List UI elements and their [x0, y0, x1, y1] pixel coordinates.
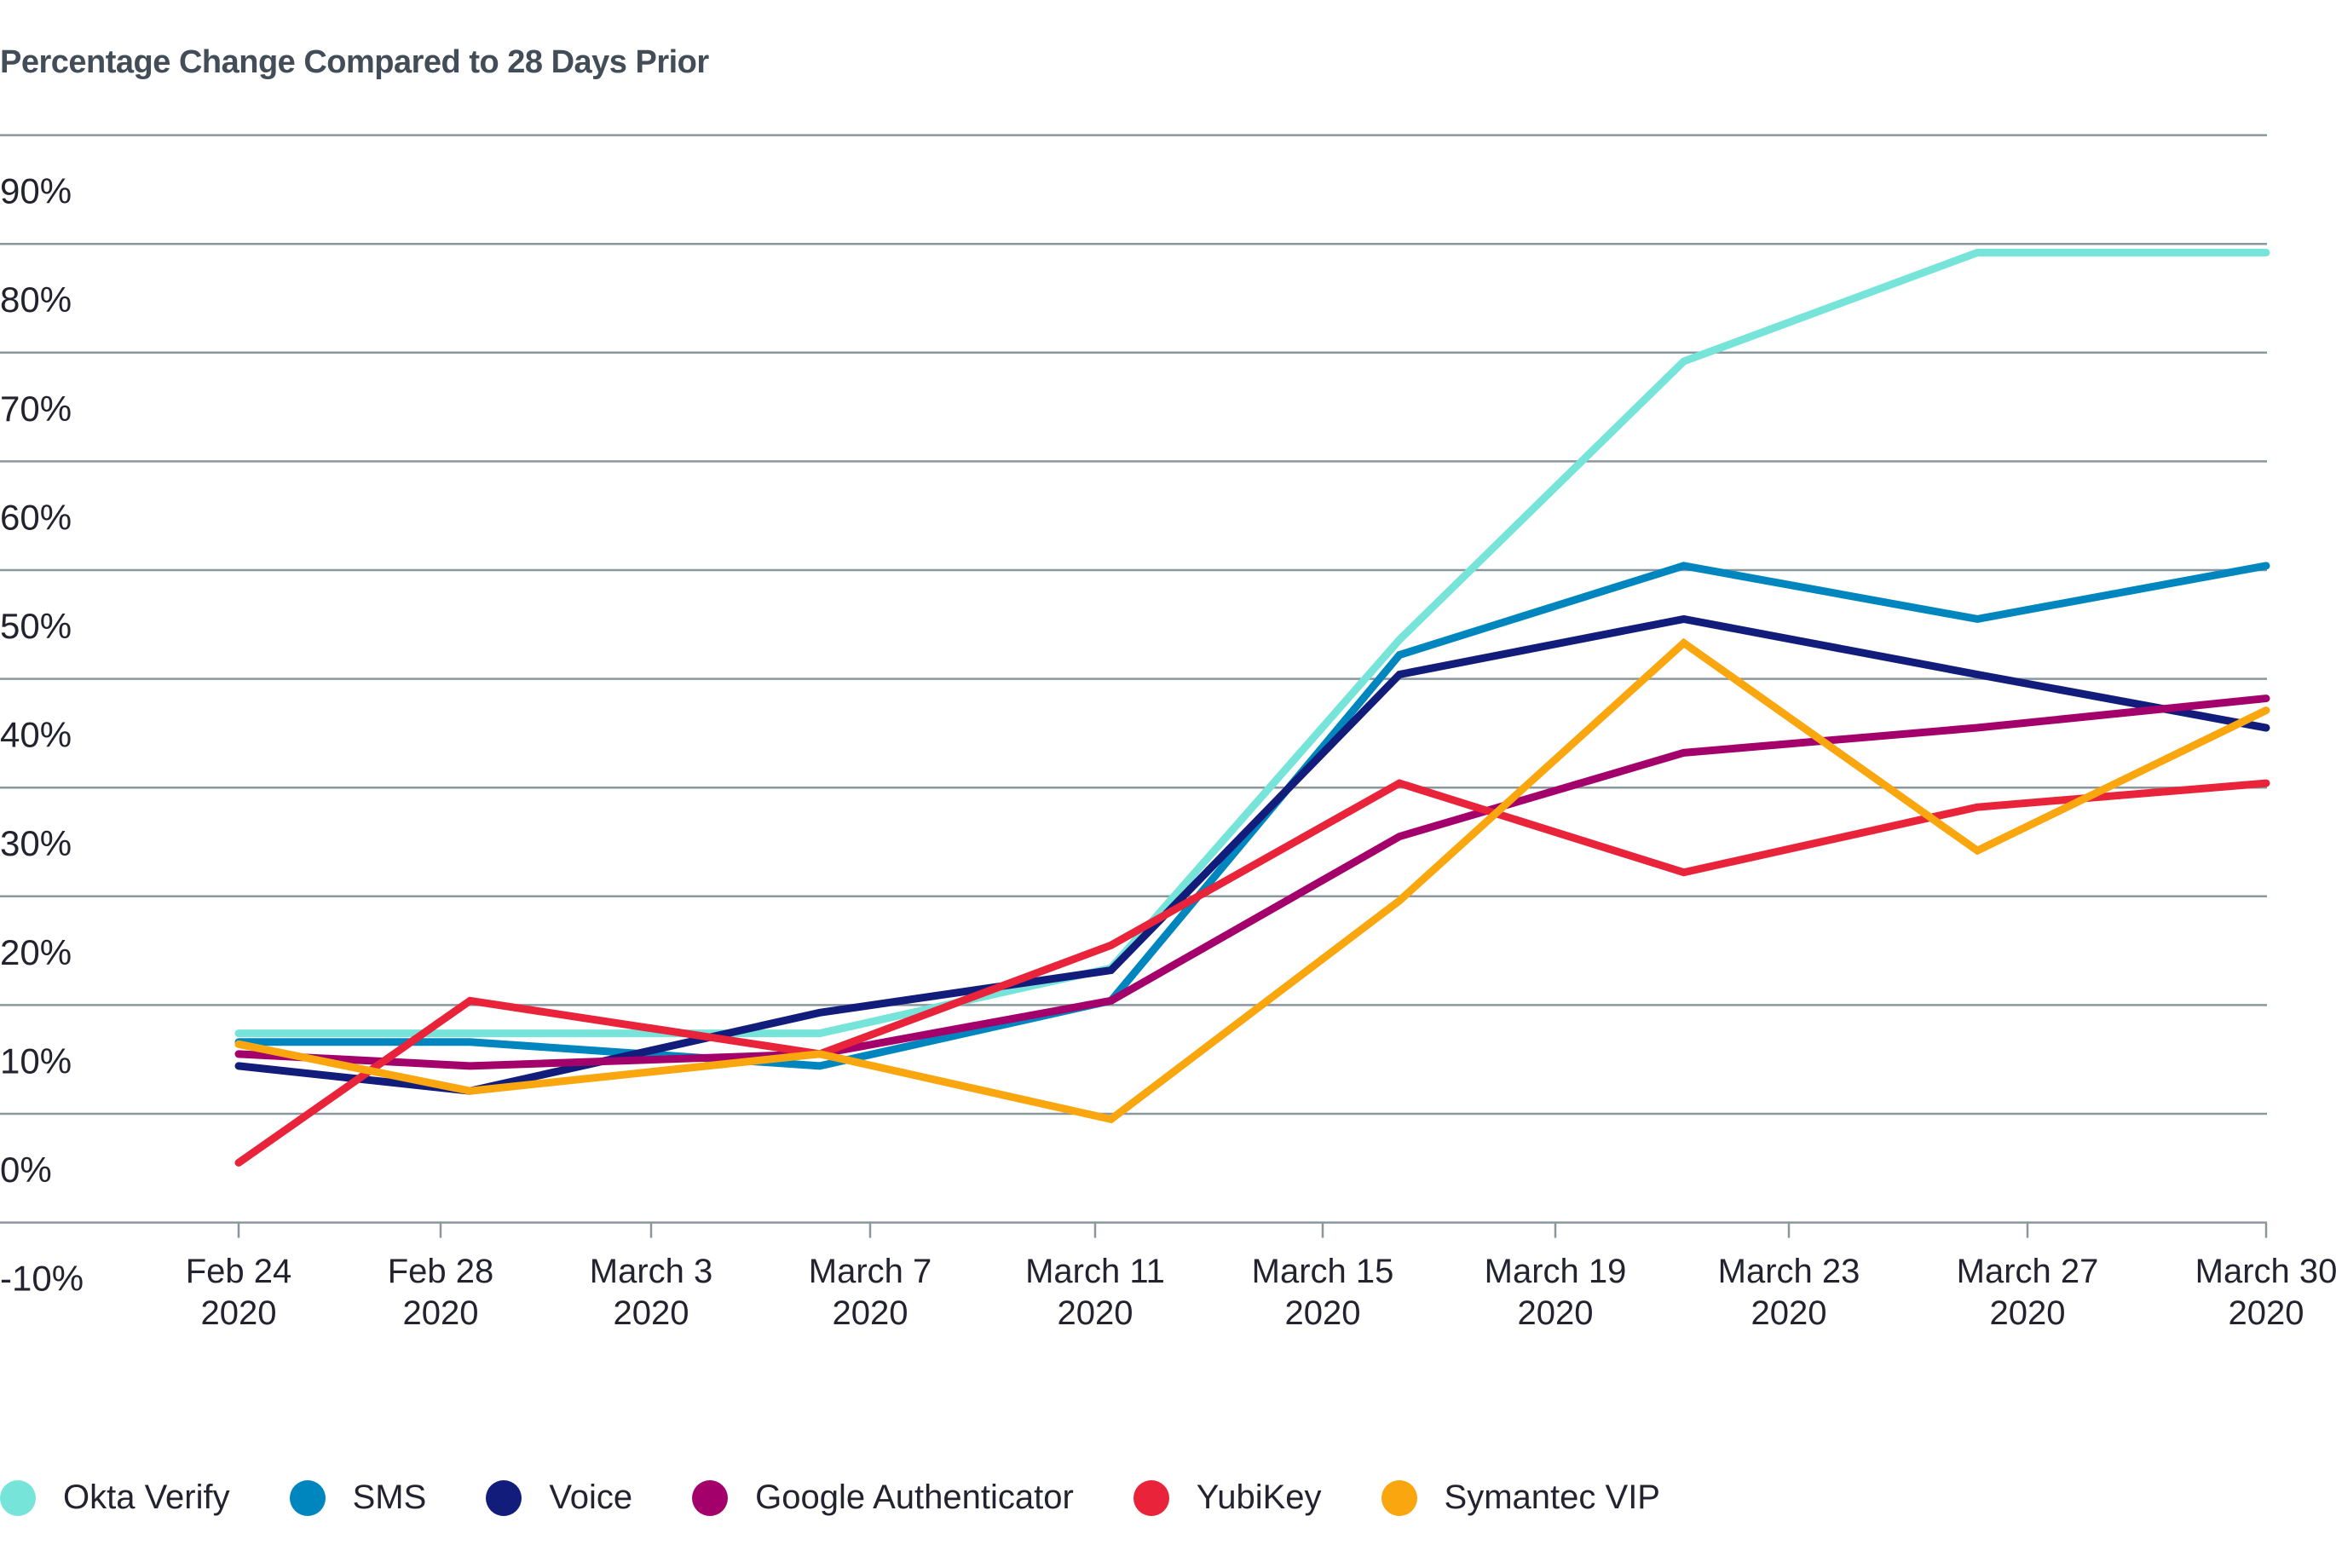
series-line-google-authenticator	[234, 695, 2270, 1070]
y-tick-label: 40%	[0, 715, 72, 755]
legend-dot-icon	[0, 1479, 36, 1516]
x-tick-label-year: 2020	[833, 1294, 908, 1332]
x-tick-label-year: 2020	[1990, 1294, 2066, 1332]
y-tick-label: 20%	[0, 932, 72, 972]
x-tick-label: March 30	[2195, 1253, 2336, 1290]
legend-label: Okta Verify	[63, 1479, 230, 1516]
x-tick-label-year: 2020	[614, 1294, 689, 1332]
x-tick-label-year: 2020	[1285, 1294, 1361, 1332]
legend-label: Symantec VIP	[1444, 1479, 1660, 1516]
y-tick-label: 90%	[0, 171, 72, 211]
x-tick-label-year: 2020	[1058, 1294, 1133, 1332]
x-tick-label: March 7	[809, 1253, 932, 1290]
y-tick-label: 70%	[0, 389, 72, 429]
line-chart: 90% 80% 70% 60% 50% 40% 30% 20% 10% 0% -10% Feb 24…	[0, 134, 2336, 1332]
x-tick-label: Feb 28	[388, 1253, 494, 1290]
y-tick-label: 60%	[0, 497, 72, 537]
x-tick-label: Feb 24	[186, 1253, 292, 1290]
legend-dot-icon	[1133, 1479, 1169, 1516]
legend-item: YubiKey	[1133, 1479, 1322, 1517]
legend: Okta Verify SMS Voice Google Authenticator Y…	[0, 1479, 1720, 1517]
legend-label: SMS	[352, 1479, 427, 1516]
x-tick-label: March 19	[1485, 1253, 1627, 1290]
series-line-voice	[234, 614, 2270, 1095]
x-tick-label-year: 2020	[1518, 1294, 1594, 1332]
y-tick-label: 80%	[0, 280, 72, 320]
legend-item: Okta Verify	[0, 1479, 230, 1517]
legend-dot-icon	[1381, 1479, 1417, 1516]
x-tick-label: March 3	[590, 1253, 713, 1290]
x-axis: Feb 24 2020 Feb 28 2020 March 3 2020 March 7 20…	[186, 1222, 2336, 1332]
y-tick-label: 0%	[0, 1150, 52, 1190]
series-line-sms	[234, 562, 2270, 1070]
chart-title: Percentage Change Compared to 28 Days Pr…	[0, 44, 709, 80]
series-lines	[234, 248, 2270, 1167]
legend-dot-icon	[692, 1479, 729, 1516]
x-tick-label: March 15	[1252, 1253, 1394, 1290]
y-axis-labels: 90% 80% 70% 60% 50% 40% 30% 20% 10% 0% -10%	[0, 171, 84, 1299]
x-tick-label: March 23	[1718, 1253, 1860, 1290]
legend-dot-icon	[289, 1479, 326, 1516]
legend-dot-icon	[486, 1479, 522, 1516]
y-tick-label: 30%	[0, 823, 72, 863]
legend-item: Google Authenticator	[692, 1479, 1074, 1517]
series-line-symantec-vip	[234, 637, 2270, 1124]
legend-label: Google Authenticator	[755, 1479, 1074, 1516]
y-tick-label: 50%	[0, 606, 72, 646]
legend-label: YubiKey	[1196, 1479, 1322, 1516]
y-tick-label: -10%	[0, 1259, 84, 1299]
gridlines	[0, 134, 2267, 1224]
legend-item: SMS	[289, 1479, 427, 1517]
x-tick-label-year: 2020	[2229, 1294, 2304, 1332]
legend-item: Symantec VIP	[1381, 1479, 1660, 1517]
x-tick-label-year: 2020	[201, 1294, 277, 1332]
legend-item: Voice	[486, 1479, 632, 1517]
y-tick-label: 10%	[0, 1041, 72, 1081]
legend-label: Voice	[549, 1479, 633, 1516]
series-line-okta-verify	[234, 248, 2270, 1038]
x-tick-label-year: 2020	[403, 1294, 479, 1332]
x-tick-label: March 11	[1025, 1253, 1165, 1290]
x-tick-label: March 27	[1957, 1253, 2099, 1290]
x-tick-label-year: 2020	[1751, 1294, 1827, 1332]
